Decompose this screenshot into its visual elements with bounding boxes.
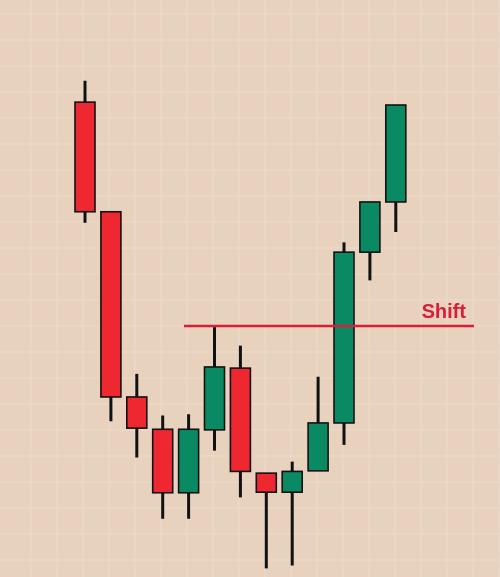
candle-body <box>126 396 148 429</box>
candle-body <box>74 101 96 213</box>
candle-bullish <box>203 327 226 451</box>
candle-bullish <box>281 461 304 566</box>
shift-label: Shift <box>422 301 467 323</box>
candle-bullish <box>384 104 407 232</box>
candle-body <box>384 104 407 203</box>
candle-bullish <box>307 376 329 472</box>
candle-bearish <box>126 373 148 458</box>
candle-body <box>307 422 329 472</box>
candle-body <box>203 366 226 431</box>
candle-body <box>281 470 304 493</box>
candle-bearish <box>74 80 96 223</box>
candle-bearish <box>255 472 278 569</box>
annotations: Shift <box>184 301 474 328</box>
candle-body <box>177 428 200 494</box>
candle-body <box>229 367 252 473</box>
candle-body <box>255 472 278 493</box>
candle-bullish <box>333 242 355 445</box>
candle-body <box>151 428 174 494</box>
candle-body <box>333 251 355 424</box>
candle-bearish <box>151 415 174 519</box>
candle-bullish <box>359 201 381 281</box>
candle-bearish <box>229 345 252 498</box>
candle-bearish <box>100 210 122 422</box>
candle-body <box>100 210 122 398</box>
candles <box>74 80 407 569</box>
candle-body <box>359 201 381 253</box>
candle-bullish <box>177 414 200 519</box>
